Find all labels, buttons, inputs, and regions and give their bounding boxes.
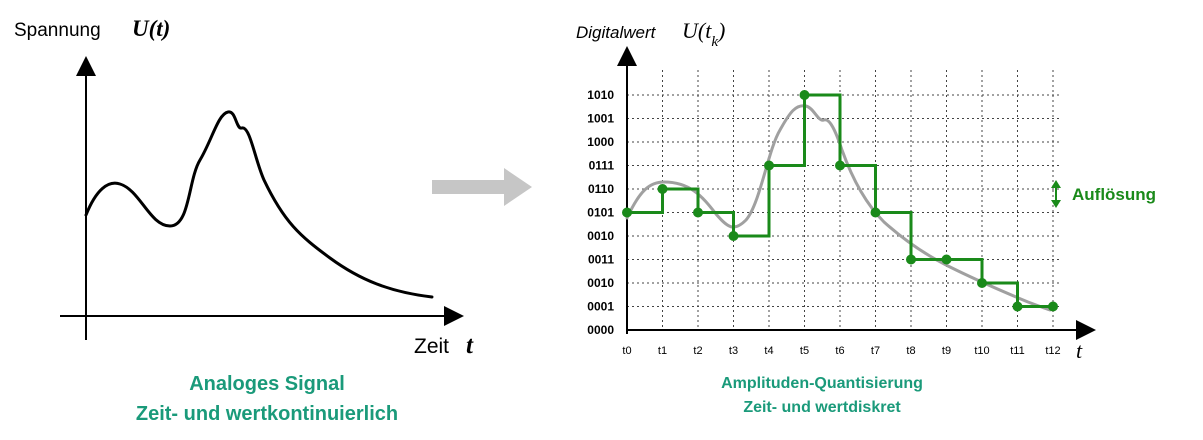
sample-point <box>941 254 952 265</box>
x-tick-label: t10 <box>974 345 989 357</box>
analog-xlabel-prefix: Zeit <box>414 335 449 358</box>
quantized-step-line <box>627 93 1053 308</box>
digital-caption-line2: Zeit- und wertdiskret <box>743 399 901 416</box>
x-tick-label: t1 <box>658 345 667 357</box>
sample-point <box>657 184 668 194</box>
sample-point <box>906 254 916 265</box>
sample-point <box>1048 301 1058 312</box>
x-tick-label: t11 <box>1010 345 1024 357</box>
sample-point <box>799 90 810 100</box>
digital-xlabel-symbol: t <box>1076 338 1083 363</box>
analog-xlabel-symbol: t <box>466 332 474 359</box>
sample-point <box>622 207 632 218</box>
sample-point <box>728 231 739 241</box>
resolution-label: Auflösung <box>1072 185 1156 204</box>
x-tick-label: t4 <box>764 345 773 357</box>
sample-point <box>693 207 703 218</box>
y-tick-label: 0010 <box>587 229 614 243</box>
y-tick-label: 0011 <box>588 253 614 267</box>
sample-point <box>977 278 987 288</box>
x-tick-label: t6 <box>835 345 844 357</box>
digital-caption-line1: Amplituden-Quantisierung <box>721 375 923 392</box>
digital-x-tick-labels: t0 t1 t2 t3 t4 t5 t6 t7 t8 t9 t10 t11 t12 <box>622 345 1060 357</box>
digital-y-tick-labels: 0000 0001 0010 0011 0010 0101 0110 0111 1000 1001… <box>587 88 614 337</box>
sample-points <box>622 90 1058 312</box>
x-tick-label: t7 <box>871 345 880 357</box>
resolution-arrow-up-icon <box>1051 180 1061 188</box>
x-tick-label: t12 <box>1045 345 1060 357</box>
y-tick-label: 0110 <box>588 182 614 196</box>
digital-panel: Digitalwert U(tk) 0000 0001 0010 0011 0010 01… <box>576 18 1156 416</box>
sample-point <box>764 160 774 171</box>
resolution-indicator: Auflösung <box>1051 180 1156 208</box>
x-tick-label: t0 <box>622 345 631 357</box>
sample-point <box>835 160 845 171</box>
analog-caption-line1: Analoges Signal <box>189 373 345 395</box>
resolution-arrow-down-icon <box>1051 200 1061 208</box>
x-tick-label: t3 <box>729 345 738 357</box>
y-tick-label: 0001 <box>587 300 614 314</box>
x-tick-label: t2 <box>693 345 702 357</box>
transition-arrow-icon <box>432 168 532 206</box>
y-tick-label: 0111 <box>589 159 615 173</box>
digital-grid <box>627 70 1060 330</box>
x-tick-label: t8 <box>906 345 915 357</box>
digital-ylabel-symbol: U(tk) <box>682 18 725 50</box>
analog-panel: Spannung U(t) Zeit t Analoges Signal Zei… <box>14 16 474 425</box>
digital-ylabel-prefix: Digitalwert <box>576 23 657 42</box>
y-tick-label: 1010 <box>587 88 614 102</box>
analog-ylabel-symbol: U(t) <box>132 16 170 41</box>
sample-point <box>1012 301 1023 312</box>
y-tick-label: 0010 <box>587 276 614 290</box>
analog-ylabel-prefix: Spannung <box>14 20 101 41</box>
y-tick-label: 1001 <box>587 112 614 126</box>
x-tick-label: t9 <box>942 345 951 357</box>
x-tick-label: t5 <box>800 345 809 357</box>
analog-caption-line2: Zeit- und wertkontinuierlich <box>136 403 398 425</box>
analog-signal-curve <box>84 110 434 299</box>
y-tick-label: 0101 <box>587 206 614 220</box>
sample-point <box>870 207 881 218</box>
y-tick-label: 0000 <box>587 323 614 337</box>
y-tick-label: 1000 <box>587 135 614 149</box>
